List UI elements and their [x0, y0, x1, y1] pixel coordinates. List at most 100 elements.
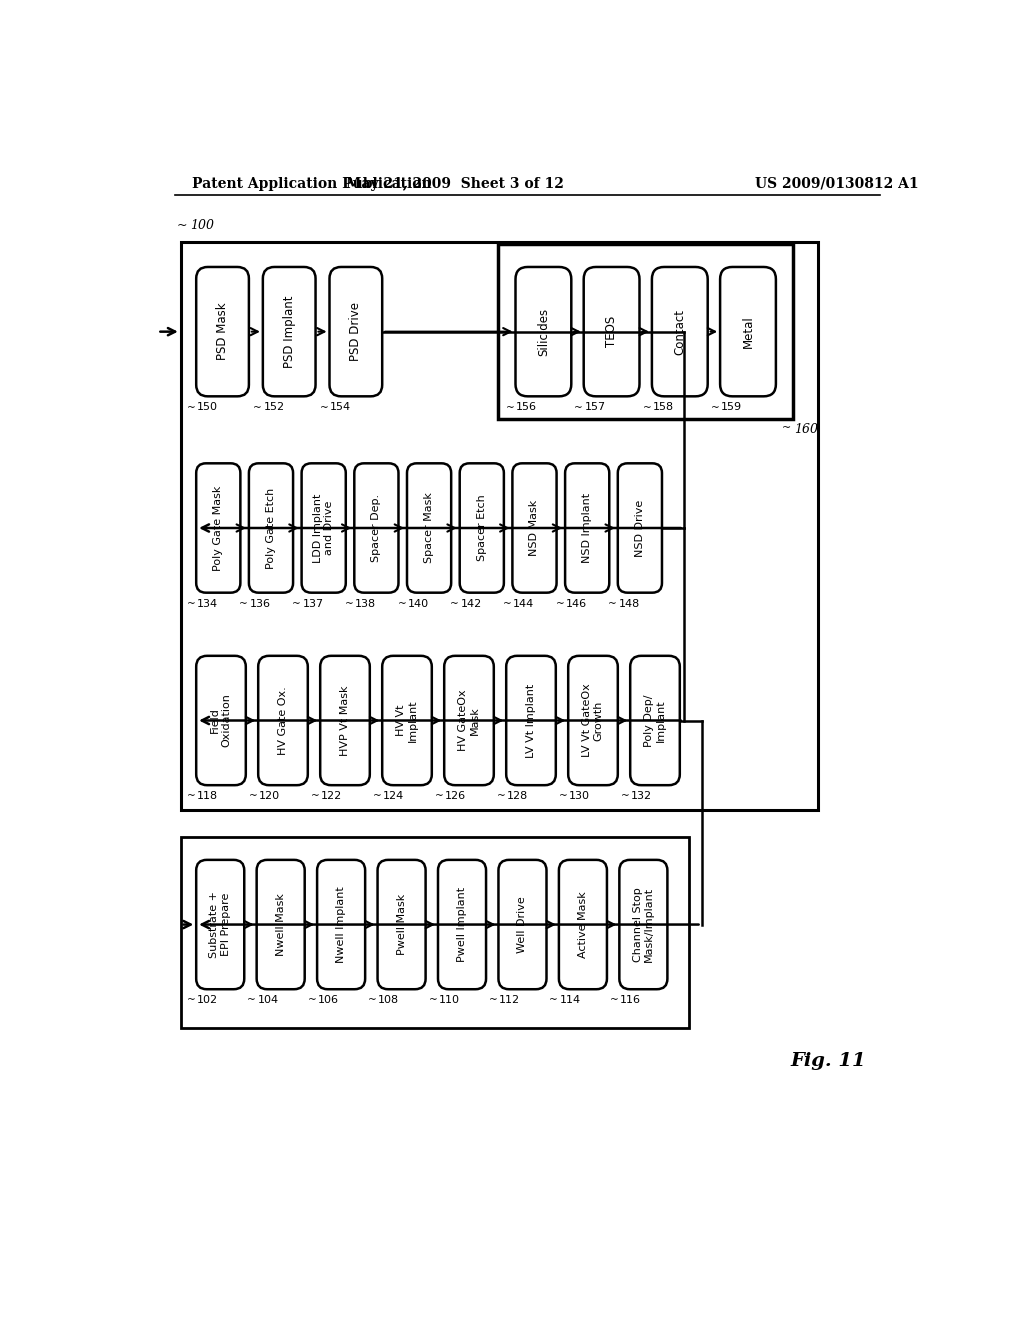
Text: Contact: Contact	[674, 309, 686, 355]
Text: ~: ~	[176, 219, 187, 231]
FancyBboxPatch shape	[438, 859, 486, 989]
Text: ~: ~	[559, 792, 567, 801]
Text: Active Mask: Active Mask	[578, 891, 588, 958]
Text: 148: 148	[618, 599, 640, 609]
FancyBboxPatch shape	[620, 859, 668, 989]
FancyBboxPatch shape	[499, 859, 547, 989]
Text: ~: ~	[373, 792, 381, 801]
Text: 122: 122	[321, 792, 342, 801]
FancyBboxPatch shape	[652, 267, 708, 396]
FancyBboxPatch shape	[565, 463, 609, 593]
Text: 106: 106	[317, 995, 339, 1006]
Text: Substrate +
EPI Prepare: Substrate + EPI Prepare	[210, 891, 231, 958]
FancyBboxPatch shape	[197, 267, 249, 396]
Text: Channel Stop
Mask/Implant: Channel Stop Mask/Implant	[633, 887, 654, 962]
Text: HVP Vt Mask: HVP Vt Mask	[340, 685, 350, 756]
Bar	[499, 244, 793, 420]
Text: LV Vt GateOx
Growth: LV Vt GateOx Growth	[583, 684, 604, 758]
Text: ~: ~	[621, 792, 630, 801]
Text: 157: 157	[585, 403, 605, 412]
Text: NSD Drive: NSD Drive	[635, 499, 645, 557]
Text: PSD Drive: PSD Drive	[349, 302, 362, 362]
Text: ~: ~	[253, 403, 262, 412]
Text: 154: 154	[331, 403, 351, 412]
Text: ~: ~	[186, 995, 196, 1006]
Text: ~: ~	[307, 995, 316, 1006]
Text: 140: 140	[408, 599, 429, 609]
FancyBboxPatch shape	[444, 656, 494, 785]
Text: ~: ~	[556, 599, 564, 609]
Text: HV Vt
Implant: HV Vt Implant	[396, 700, 418, 742]
FancyBboxPatch shape	[321, 656, 370, 785]
Text: 158: 158	[652, 403, 674, 412]
Text: ~: ~	[711, 403, 719, 412]
Text: ~: ~	[574, 403, 583, 412]
FancyBboxPatch shape	[330, 267, 382, 396]
Text: ~: ~	[186, 599, 196, 609]
Text: Well Drive: Well Drive	[517, 896, 527, 953]
Text: ~: ~	[345, 599, 353, 609]
Bar	[180, 837, 689, 1028]
FancyBboxPatch shape	[317, 859, 366, 989]
Text: ~: ~	[240, 599, 248, 609]
Text: Fig. 11: Fig. 11	[791, 1052, 866, 1069]
Text: Spacer Etch: Spacer Etch	[477, 495, 486, 561]
Text: 144: 144	[513, 599, 535, 609]
FancyBboxPatch shape	[197, 463, 241, 593]
Text: Spacer Mask: Spacer Mask	[424, 492, 434, 564]
FancyBboxPatch shape	[720, 267, 776, 396]
Text: 132: 132	[631, 792, 652, 801]
Text: ~: ~	[608, 599, 617, 609]
Text: 130: 130	[569, 792, 590, 801]
Text: Metal: Metal	[741, 315, 755, 348]
Text: 126: 126	[445, 792, 466, 801]
Text: 142: 142	[461, 599, 481, 609]
Text: ~: ~	[488, 995, 498, 1006]
Text: 136: 136	[250, 599, 270, 609]
Bar	[180, 243, 818, 810]
Text: 100: 100	[190, 219, 214, 231]
Text: 116: 116	[621, 995, 641, 1006]
Text: ~: ~	[782, 422, 792, 433]
Text: 124: 124	[383, 792, 404, 801]
FancyBboxPatch shape	[378, 859, 426, 989]
Text: TEOS: TEOS	[605, 315, 618, 347]
Text: ~: ~	[549, 995, 558, 1006]
FancyBboxPatch shape	[258, 656, 308, 785]
Text: NSD Implant: NSD Implant	[583, 492, 592, 564]
FancyBboxPatch shape	[249, 463, 293, 593]
Text: 104: 104	[257, 995, 279, 1006]
Text: Pwell Mask: Pwell Mask	[396, 894, 407, 956]
Text: NSD Mask: NSD Mask	[529, 500, 540, 556]
Text: ~: ~	[610, 995, 618, 1006]
Text: ~: ~	[368, 995, 377, 1006]
Text: ~: ~	[292, 599, 301, 609]
FancyBboxPatch shape	[263, 267, 315, 396]
Text: ~: ~	[186, 792, 196, 801]
FancyBboxPatch shape	[302, 463, 346, 593]
Text: ~: ~	[186, 403, 196, 412]
FancyBboxPatch shape	[512, 463, 557, 593]
FancyBboxPatch shape	[559, 859, 607, 989]
FancyBboxPatch shape	[630, 656, 680, 785]
FancyBboxPatch shape	[354, 463, 398, 593]
Text: 138: 138	[355, 599, 376, 609]
Text: ~: ~	[249, 792, 257, 801]
FancyBboxPatch shape	[515, 267, 571, 396]
FancyBboxPatch shape	[257, 859, 305, 989]
Text: 137: 137	[302, 599, 324, 609]
FancyBboxPatch shape	[584, 267, 640, 396]
Text: 128: 128	[507, 792, 528, 801]
Text: Field
Oxidation: Field Oxidation	[210, 693, 231, 747]
Text: PSD Implant: PSD Implant	[283, 296, 296, 368]
FancyBboxPatch shape	[407, 463, 452, 593]
Text: 159: 159	[721, 403, 742, 412]
Text: Pwell Implant: Pwell Implant	[457, 887, 467, 962]
Text: LV Vt Implant: LV Vt Implant	[526, 684, 536, 758]
Text: ~: ~	[247, 995, 256, 1006]
Text: ~: ~	[319, 403, 329, 412]
Text: May 21, 2009  Sheet 3 of 12: May 21, 2009 Sheet 3 of 12	[346, 177, 564, 191]
Text: PSD Mask: PSD Mask	[216, 302, 229, 360]
Text: 118: 118	[197, 792, 218, 801]
Text: 146: 146	[566, 599, 587, 609]
